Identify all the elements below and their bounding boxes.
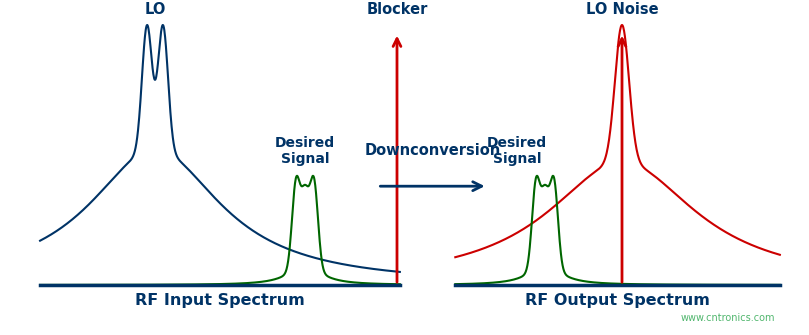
Text: Downconversion: Downconversion bbox=[364, 143, 501, 158]
Text: www.cntronics.com: www.cntronics.com bbox=[680, 313, 775, 323]
Text: Blocker: Blocker bbox=[366, 2, 428, 17]
Text: RF Input Spectrum: RF Input Spectrum bbox=[135, 293, 305, 308]
Text: Blocker and
LO Noise: Blocker and LO Noise bbox=[574, 0, 671, 17]
Text: Desired
Signal: Desired Signal bbox=[487, 136, 547, 166]
Text: LO: LO bbox=[144, 2, 166, 17]
Text: RF Output Spectrum: RF Output Spectrum bbox=[525, 293, 710, 308]
Text: Desired
Signal: Desired Signal bbox=[275, 136, 335, 166]
